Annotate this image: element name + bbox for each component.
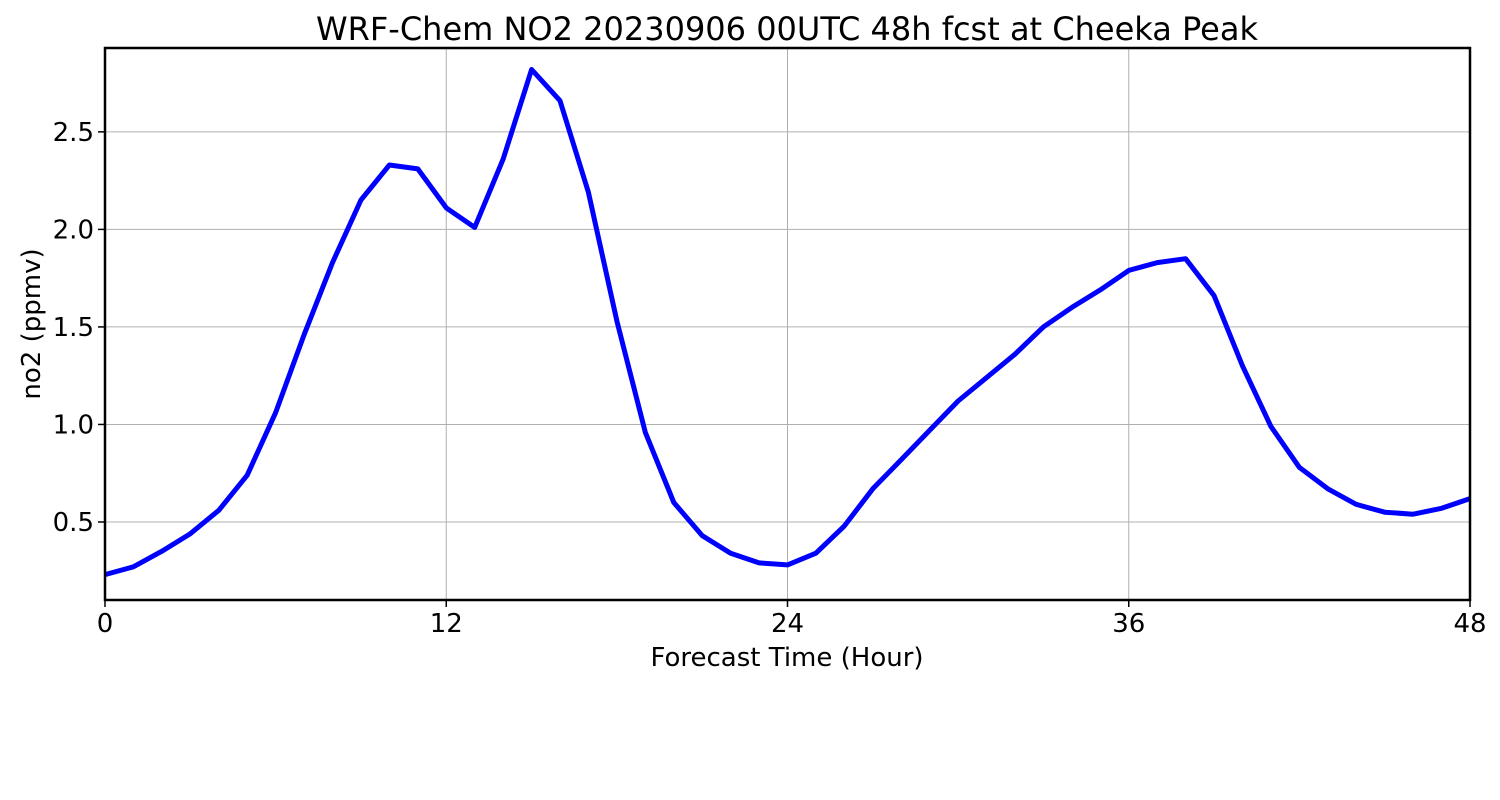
x-tick-label: 36 (1112, 609, 1145, 639)
series-layer (104, 67, 1471, 578)
y-tick-label: 2.0 (53, 215, 94, 245)
chart-title: WRF-Chem NO2 20230906 00UTC 48h fcst at … (316, 10, 1258, 48)
x-tick-label: 48 (1453, 609, 1486, 639)
y-tick-label: 1.0 (53, 410, 94, 440)
y-tick-label: 2.5 (53, 118, 94, 148)
x-axis-label: Forecast Time (Hour) (650, 643, 923, 673)
y-axis-label: no2 (ppmv) (17, 248, 47, 399)
x-tick-label: 0 (97, 609, 114, 639)
series-line (104, 67, 1471, 578)
y-tick-label: 1.5 (53, 313, 94, 343)
grid-layer (105, 48, 1470, 600)
axis-layer: 0 12 24 36 48 0.5 1.0 1.5 2.0 2.5 (53, 118, 1487, 639)
x-tick-label: 24 (771, 609, 804, 639)
y-tick-label: 0.5 (53, 508, 94, 538)
x-tick-label: 12 (430, 609, 463, 639)
